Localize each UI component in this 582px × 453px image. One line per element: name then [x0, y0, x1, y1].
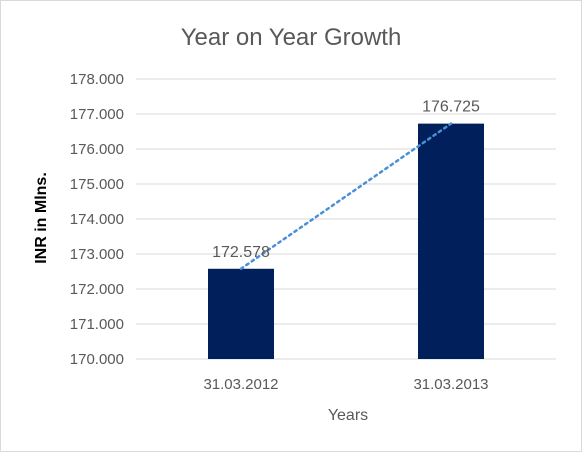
data-labels: 172.578 176.725	[212, 99, 480, 261]
trendline	[239, 122, 453, 271]
y-tick-label: 173.000	[70, 246, 124, 263]
grid-lines	[136, 78, 556, 360]
y-tick-label: 178.000	[70, 71, 124, 88]
data-label: 176.725	[422, 99, 480, 116]
y-tick-label: 177.000	[70, 106, 124, 123]
x-axis-ticks: 31.03.2012 31.03.2013	[203, 376, 488, 393]
y-tick-label: 176.000	[70, 141, 124, 158]
y-tick-label: 172.000	[70, 281, 124, 298]
y-axis-ticks: 170.000 171.000 172.000 173.000 174.000 175.0…	[70, 71, 124, 368]
chart-title: Year on Year Growth	[181, 24, 402, 51]
x-tick-label: 31.03.2013	[413, 376, 488, 393]
data-label: 172.578	[212, 244, 270, 261]
y-tick-label: 170.000	[70, 351, 124, 368]
x-axis-label: Years	[328, 407, 368, 424]
trendline-layer	[239, 122, 453, 271]
bar	[208, 268, 274, 359]
y-tick-label: 175.000	[70, 176, 124, 193]
bar	[418, 123, 484, 359]
y-axis-label: INR in Mlns.	[33, 172, 50, 264]
y-tick-label: 171.000	[70, 316, 124, 333]
y-tick-label: 174.000	[70, 211, 124, 228]
x-tick-label: 31.03.2012	[203, 376, 278, 393]
bars	[208, 123, 484, 359]
